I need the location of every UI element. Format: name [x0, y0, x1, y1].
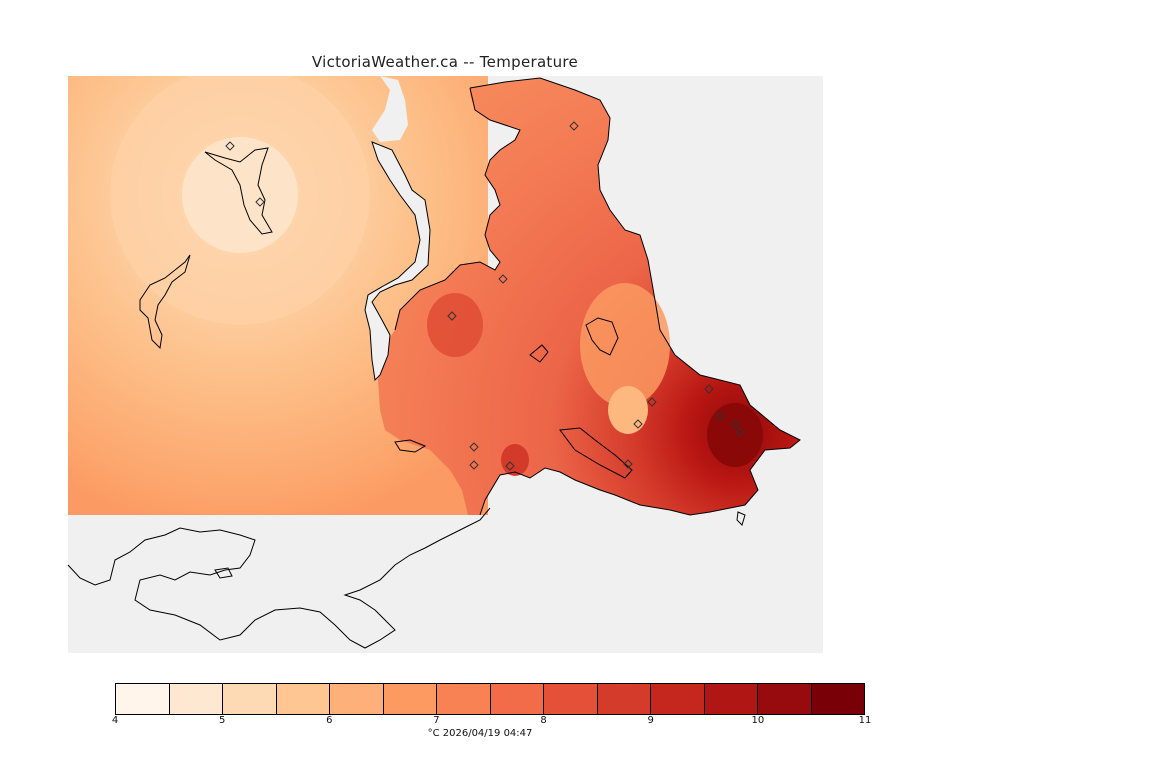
station-marker [505, 461, 515, 471]
station-marker [730, 419, 740, 429]
station-marker [633, 419, 643, 429]
saanich-inlet [364, 141, 431, 382]
station-marker [647, 397, 657, 407]
colorbar-swatch [223, 684, 277, 714]
station-marker [469, 460, 479, 470]
colorbar-tick-label: 8 [540, 715, 547, 726]
colorbar-swatch [544, 684, 598, 714]
colorbar-tick-label: 6 [326, 715, 333, 726]
colorbar-swatch [597, 684, 651, 714]
station-marker [569, 121, 579, 131]
colorbar-tick-label: 7 [433, 715, 440, 726]
colorbar-swatch [437, 684, 491, 714]
coastlines [67, 77, 801, 649]
station-marker [255, 197, 265, 207]
colorbar-swatch [651, 684, 705, 714]
colorbar-swatch [811, 684, 864, 714]
station-marker [498, 274, 508, 284]
colorbar-tick-label: 4 [111, 715, 119, 726]
station-markers [225, 121, 745, 471]
station-marker [623, 459, 633, 469]
colorbar-caption: °C 2026/04/19 04:47 [427, 728, 533, 739]
colorbar-swatch [383, 684, 437, 714]
colorbar-swatch [276, 684, 330, 714]
colorbar-ticks: 4 5 6 7 8 9 10 11 [111, 715, 872, 729]
colorbar-tick-label: 10 [751, 715, 765, 726]
colorbar-swatch [116, 684, 170, 714]
colorbar-tick-label: 9 [647, 715, 654, 726]
temperature-colorbar [115, 683, 865, 715]
colorbar-tick-label: 5 [218, 715, 226, 726]
peninsula-temperature-field [378, 78, 800, 515]
colorbar-swatch [490, 684, 544, 714]
colorbar-swatch [758, 684, 812, 714]
colorbar-swatch [704, 684, 758, 714]
station-marker [469, 442, 479, 452]
colorbar-tick-label: 11 [858, 715, 872, 726]
map-title: VictoriaWeather.ca -- Temperature [311, 53, 579, 71]
station-marker [704, 384, 714, 394]
island-outline [204, 147, 273, 235]
station-marker [715, 411, 725, 421]
station-marker [225, 141, 235, 151]
station-marker [447, 311, 457, 321]
station-marker [735, 427, 745, 437]
colorbar-swatch [330, 684, 384, 714]
colorbar-swatch [169, 684, 223, 714]
